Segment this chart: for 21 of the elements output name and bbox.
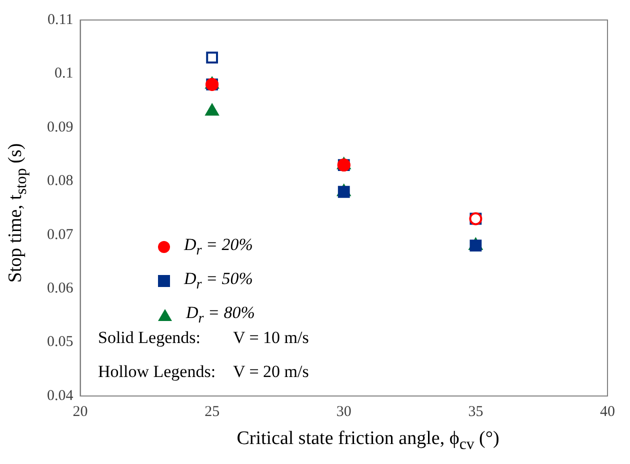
x-tick-label: 20 (72, 404, 88, 420)
x-tick-label: 30 (336, 404, 352, 420)
annotation: V = 20 m/s (233, 362, 309, 382)
y-tick-label: 0.04 (47, 388, 74, 404)
y-tick-label: 0.1 (54, 66, 74, 82)
x-axis-title: Critical state friction angle, ϕ$_{cv}$ (°) (236, 428, 500, 454)
legend-label: D$_{r}$ = 20% (184, 234, 253, 260)
y-tick-label: 0.09 (47, 119, 74, 136)
y-tick-label: 0.08 (47, 173, 74, 190)
y-tick-label: 0.07 (47, 226, 74, 243)
y-tick-label: 0.06 (47, 280, 74, 297)
legend-label: D$_{r}$ = 50% (184, 268, 253, 294)
legend-label: D$_{r}$ = 80% (186, 302, 255, 328)
x-tick-label: 25 (204, 404, 220, 420)
annotation: Solid Legends: (98, 328, 202, 348)
x-tick-label: 35 (468, 404, 484, 420)
x-tick-label: 40 (600, 404, 615, 420)
annotation: V = 10 m/s (233, 328, 309, 348)
y-tick-label: 0.11 (48, 12, 74, 28)
annotation: Hollow Legends: (98, 362, 217, 382)
y-tick-label: 0.05 (47, 334, 74, 350)
